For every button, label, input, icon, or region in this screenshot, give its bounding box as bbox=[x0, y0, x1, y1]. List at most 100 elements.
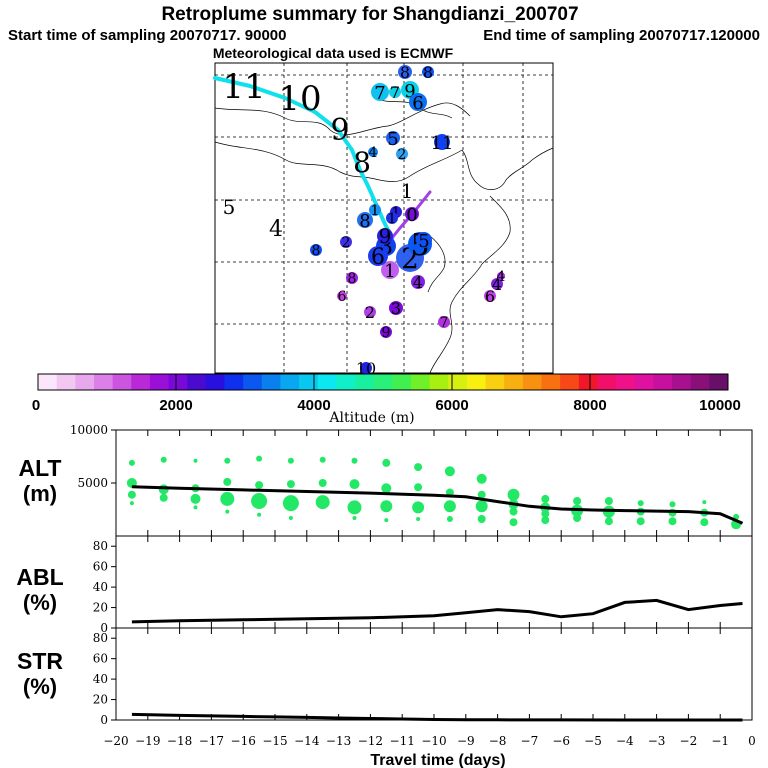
svg-text:6: 6 bbox=[412, 93, 423, 114]
colorbar-cell bbox=[485, 374, 505, 390]
start-time-label: Start time of sampling 20070717. 90000 bbox=[8, 27, 286, 44]
colorbar-cell bbox=[429, 374, 449, 390]
x-tick-label: −4 bbox=[616, 734, 634, 748]
x-tick-label: −16 bbox=[231, 734, 256, 748]
figure-title: Retroplume summary for Shangdianzi_20070… bbox=[161, 4, 578, 25]
colorbar-cell bbox=[187, 374, 207, 390]
alt-cluster-point bbox=[159, 493, 168, 502]
alt-cluster-point bbox=[256, 455, 263, 462]
path-label-9: 9 bbox=[330, 113, 349, 148]
alt-cluster-point bbox=[224, 457, 231, 464]
colorbar-cell bbox=[112, 374, 132, 390]
x-tick-label: −8 bbox=[489, 734, 507, 748]
x-tick-label: −3 bbox=[648, 734, 666, 748]
alt-cluster-point bbox=[351, 457, 358, 464]
colorbar-cell bbox=[38, 374, 58, 390]
colorbar-cell bbox=[466, 374, 487, 390]
alt-cluster-point bbox=[257, 512, 262, 517]
x-tick-label: −2 bbox=[680, 734, 698, 748]
svg-text:6: 6 bbox=[338, 289, 347, 305]
cluster-marker: 11 bbox=[431, 133, 454, 154]
colorbar-tick-10000: 10000 bbox=[699, 397, 741, 414]
colorbar-cell bbox=[597, 374, 617, 390]
cluster-marker: 7 bbox=[371, 83, 389, 104]
alt-cluster-point bbox=[412, 501, 425, 514]
alt-cluster-point bbox=[251, 493, 268, 509]
alt-cluster-point bbox=[255, 481, 264, 490]
alt-cluster-point bbox=[477, 490, 486, 499]
cluster-marker: 6 bbox=[484, 287, 496, 306]
colorbar-frame bbox=[37, 373, 729, 391]
svg-text:9: 9 bbox=[404, 81, 415, 102]
y-tick-label: 10000 bbox=[70, 423, 108, 437]
colorbar-cell bbox=[709, 374, 729, 390]
alt-cluster-point bbox=[541, 516, 550, 525]
x-tick-label: −6 bbox=[552, 734, 570, 748]
svg-text:5: 5 bbox=[387, 129, 398, 150]
svg-text:2: 2 bbox=[365, 303, 375, 322]
x-tick-label: −14 bbox=[294, 734, 320, 748]
colorbar-cell bbox=[280, 374, 300, 390]
path-label-5: 5 bbox=[223, 195, 236, 219]
colorbar-cell bbox=[410, 374, 431, 390]
str-panel-label: STR bbox=[17, 648, 63, 674]
alt-cluster-point bbox=[637, 500, 644, 507]
y-tick-label: 0 bbox=[100, 713, 108, 727]
str-line bbox=[131, 712, 743, 722]
x-tick-label: −9 bbox=[457, 734, 475, 748]
svg-text:8: 8 bbox=[359, 211, 370, 232]
colorbar-cell bbox=[131, 374, 151, 390]
svg-text:5: 5 bbox=[418, 231, 429, 252]
alt-cluster-point bbox=[604, 517, 613, 526]
path-label-4: 4 bbox=[269, 217, 283, 242]
x-tick-label: −12 bbox=[358, 734, 383, 748]
cluster-marker: 9 bbox=[377, 224, 393, 248]
cluster-marker: 5 bbox=[386, 129, 400, 150]
colorbar-cell bbox=[75, 374, 95, 390]
alt-cluster-point bbox=[315, 495, 330, 510]
y-tick-label: 20 bbox=[93, 601, 108, 615]
svg-text:3: 3 bbox=[391, 299, 401, 318]
cluster-marker: 4 bbox=[411, 273, 425, 292]
colorbar-cells bbox=[38, 374, 729, 390]
colorbar-cell bbox=[672, 374, 692, 390]
abl-panel-unit: (%) bbox=[23, 590, 57, 615]
alt-cluster-point bbox=[287, 457, 294, 464]
abl-line bbox=[131, 598, 743, 624]
travel-time-axis: −20 −19 −18 −17 −16 −15 −14 −13 −12 −11 −10 −9 −8 −7−… bbox=[103, 430, 756, 748]
alt-cluster-point bbox=[160, 456, 167, 463]
alt-cluster-point bbox=[702, 500, 707, 505]
centroid-path-purple bbox=[390, 190, 432, 240]
svg-text:4: 4 bbox=[497, 269, 506, 285]
alt-cluster-point bbox=[288, 516, 293, 520]
svg-text:8: 8 bbox=[400, 63, 410, 82]
x-tick-label: −20 bbox=[103, 734, 128, 748]
svg-text:4: 4 bbox=[369, 145, 378, 161]
svg-text:9: 9 bbox=[382, 325, 391, 341]
colorbar-cell bbox=[541, 374, 561, 390]
alt-cluster-point bbox=[380, 500, 393, 513]
cluster-marker: 10 bbox=[356, 359, 376, 378]
colorbar-cell bbox=[355, 374, 375, 390]
colorbar-label: Altitude (m) bbox=[328, 410, 414, 426]
x-axis-label: Travel time (days) bbox=[370, 752, 505, 768]
alt-cluster-point bbox=[220, 491, 235, 506]
path-label-11: 11 bbox=[222, 67, 265, 107]
alt-cluster-point bbox=[541, 494, 550, 503]
cluster-marker: 8 bbox=[357, 211, 373, 232]
alt-mean-line bbox=[131, 485, 744, 525]
alt-cluster-point bbox=[225, 509, 230, 514]
alt-cluster-point bbox=[507, 488, 520, 501]
svg-text:2: 2 bbox=[342, 235, 351, 251]
alt-cluster-point bbox=[444, 466, 455, 477]
alt-cluster-point bbox=[223, 477, 232, 486]
alt-cluster-point bbox=[319, 456, 326, 463]
cluster-marker: 4 bbox=[491, 275, 503, 294]
x-tick-label: 0 bbox=[748, 734, 756, 748]
map-grid bbox=[215, 63, 553, 373]
svg-text:6: 6 bbox=[485, 287, 495, 306]
alt-cluster-point bbox=[700, 518, 709, 527]
alt-cluster-point bbox=[573, 497, 582, 505]
x-tick-label: −11 bbox=[390, 734, 415, 748]
alt-cluster-point bbox=[443, 500, 456, 513]
